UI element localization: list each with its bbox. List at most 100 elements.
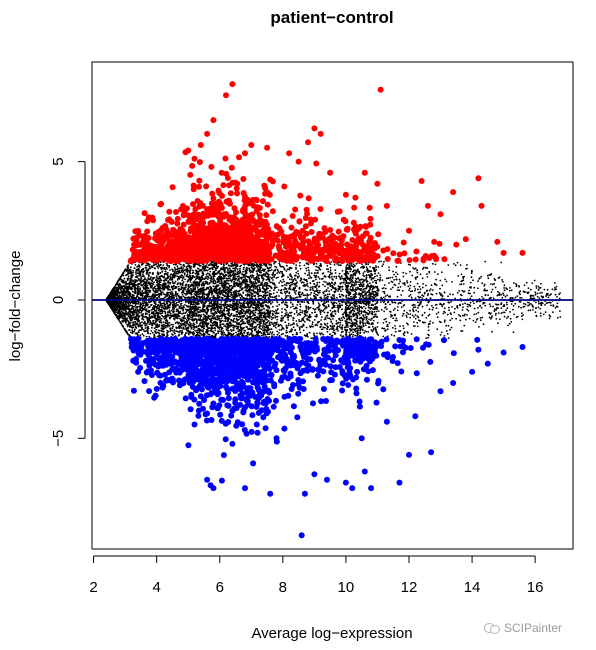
point-not-significant	[331, 275, 333, 278]
point-not-significant	[409, 290, 412, 293]
point-not-significant	[136, 279, 138, 282]
point-not-significant	[251, 310, 254, 312]
point-not-significant	[198, 282, 201, 284]
point-not-significant	[382, 263, 385, 266]
point-not-significant	[491, 288, 494, 291]
point-not-significant	[504, 295, 507, 298]
point-not-significant	[329, 273, 331, 276]
point-not-significant	[425, 337, 428, 340]
point-not-significant	[407, 263, 410, 266]
point-not-significant	[260, 328, 263, 330]
point-not-significant	[417, 316, 420, 319]
point-not-significant	[503, 315, 506, 318]
point-not-significant	[262, 285, 264, 287]
point-not-significant	[390, 315, 392, 318]
point-not-significant	[254, 294, 257, 297]
point-not-significant	[318, 320, 321, 323]
point-not-significant	[186, 280, 189, 283]
point-not-significant	[487, 294, 489, 296]
point-not-significant	[265, 289, 268, 291]
point-not-significant	[520, 315, 523, 317]
point-not-significant	[180, 304, 182, 307]
point-not-significant	[317, 307, 320, 309]
point-not-significant	[533, 279, 536, 282]
point-not-significant	[214, 327, 217, 330]
point-not-significant	[244, 329, 247, 332]
point-not-significant	[255, 270, 258, 273]
point-not-significant	[244, 322, 247, 325]
point-not-significant	[422, 321, 425, 324]
point-not-significant	[245, 325, 248, 328]
point-not-significant	[292, 333, 294, 336]
point-not-significant	[295, 331, 298, 334]
point-not-significant	[473, 291, 476, 294]
point-not-significant	[251, 323, 254, 326]
point-not-significant	[252, 267, 254, 270]
point-not-significant	[273, 333, 275, 336]
point-not-significant	[306, 293, 309, 295]
point-not-significant	[433, 271, 436, 273]
point-not-significant	[122, 326, 125, 328]
point-not-significant	[243, 266, 246, 269]
point-not-significant	[383, 292, 386, 295]
point-not-significant	[370, 329, 373, 331]
point-not-significant	[334, 313, 337, 315]
point-not-significant	[479, 317, 482, 319]
point-not-significant	[273, 310, 276, 313]
point-not-significant	[332, 318, 334, 320]
point-not-significant	[177, 304, 180, 306]
point-not-significant	[370, 278, 373, 281]
point-not-significant	[398, 282, 400, 285]
point-not-significant	[323, 322, 326, 325]
point-not-significant	[357, 276, 359, 279]
point-not-significant	[194, 329, 197, 332]
point-not-significant	[295, 310, 298, 312]
point-not-significant	[443, 335, 446, 337]
point-not-significant	[333, 295, 335, 298]
point-not-significant	[474, 321, 477, 323]
point-not-significant	[285, 313, 288, 316]
point-not-significant	[460, 330, 462, 332]
point-not-significant	[203, 332, 206, 335]
point-not-significant	[305, 267, 307, 270]
point-not-significant	[343, 281, 345, 284]
point-not-significant	[204, 280, 207, 283]
point-not-significant	[176, 265, 179, 268]
point-not-significant	[456, 307, 459, 309]
point-not-significant	[200, 334, 203, 336]
point-not-significant	[197, 267, 200, 270]
point-not-significant	[221, 315, 224, 318]
point-not-significant	[277, 323, 280, 326]
point-not-significant	[174, 268, 177, 271]
point-not-significant	[224, 333, 226, 336]
point-not-significant	[307, 308, 310, 311]
point-not-significant	[164, 326, 167, 329]
point-not-significant	[329, 318, 332, 321]
point-not-significant	[401, 315, 404, 317]
point-not-significant	[133, 323, 136, 326]
point-not-significant	[190, 318, 193, 321]
point-not-significant	[454, 307, 456, 310]
point-not-significant	[308, 273, 310, 275]
point-not-significant	[353, 310, 356, 313]
point-not-significant	[283, 291, 286, 293]
point-not-significant	[327, 268, 329, 270]
point-not-significant	[345, 270, 347, 272]
point-not-significant	[199, 293, 201, 296]
point-not-significant	[217, 332, 220, 335]
point-not-significant	[436, 316, 439, 319]
point-not-significant	[270, 263, 272, 266]
point-not-significant	[186, 270, 189, 272]
point-not-significant	[319, 289, 321, 292]
point-not-significant	[531, 282, 534, 284]
point-not-significant	[322, 333, 325, 336]
point-not-significant	[448, 306, 450, 309]
point-not-significant	[212, 266, 214, 269]
point-not-significant	[280, 297, 283, 300]
point-not-significant	[336, 325, 339, 328]
point-not-significant	[276, 305, 278, 308]
point-not-significant	[409, 293, 412, 296]
point-not-significant	[512, 308, 514, 311]
point-not-significant	[220, 317, 223, 320]
